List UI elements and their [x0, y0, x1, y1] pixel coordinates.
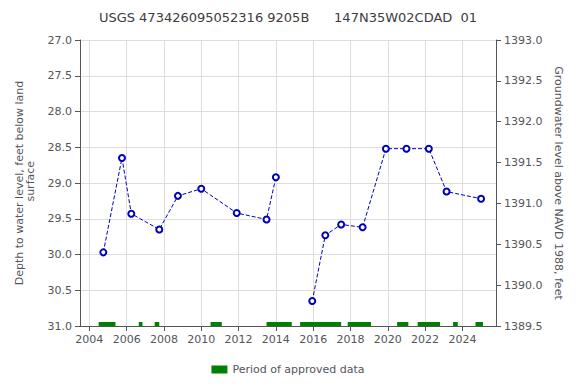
svg-text:2012: 2012 — [225, 333, 253, 346]
svg-text:30.5: 30.5 — [48, 284, 73, 297]
svg-text:1390.5: 1390.5 — [504, 238, 543, 251]
svg-text:1390.0: 1390.0 — [504, 279, 543, 292]
svg-text:1391.5: 1391.5 — [504, 156, 543, 169]
svg-text:2004: 2004 — [75, 333, 103, 346]
svg-text:2024: 2024 — [448, 333, 476, 346]
svg-text:1392.5: 1392.5 — [504, 74, 543, 87]
svg-text:29.0: 29.0 — [48, 177, 73, 190]
svg-text:2010: 2010 — [187, 333, 215, 346]
svg-text:28.0: 28.0 — [48, 105, 73, 118]
svg-text:29.5: 29.5 — [48, 212, 73, 225]
svg-text:31.0: 31.0 — [48, 320, 73, 333]
svg-text:1391.0: 1391.0 — [504, 197, 543, 210]
svg-text:27.5: 27.5 — [48, 69, 73, 82]
svg-text:28.5: 28.5 — [48, 141, 73, 154]
svg-text:2018: 2018 — [336, 333, 364, 346]
svg-text:Period of approved data: Period of approved data — [232, 363, 364, 376]
svg-text:30.0: 30.0 — [48, 248, 73, 261]
svg-text:1393.0: 1393.0 — [504, 34, 543, 47]
svg-text:2020: 2020 — [374, 333, 402, 346]
svg-text:surface: surface — [24, 161, 37, 205]
svg-text:2016: 2016 — [299, 333, 327, 346]
svg-text:27.0: 27.0 — [48, 34, 73, 47]
svg-text:USGS 473426095052316 9205B: USGS 473426095052316 9205B 147N35W02CDAD… — [99, 10, 477, 25]
svg-text:Groundwater level above NAVD 1: Groundwater level above NAVD 1988, feet — [552, 66, 565, 300]
svg-text:2006: 2006 — [113, 333, 141, 346]
svg-text:1389.5: 1389.5 — [504, 320, 543, 333]
svg-text:2022: 2022 — [411, 333, 439, 346]
svg-text:1392.0: 1392.0 — [504, 115, 543, 128]
svg-text:Depth to water level, feet bel: Depth to water level, feet below land — [13, 80, 26, 286]
svg-text:2008: 2008 — [150, 333, 178, 346]
svg-text:2014: 2014 — [262, 333, 290, 346]
